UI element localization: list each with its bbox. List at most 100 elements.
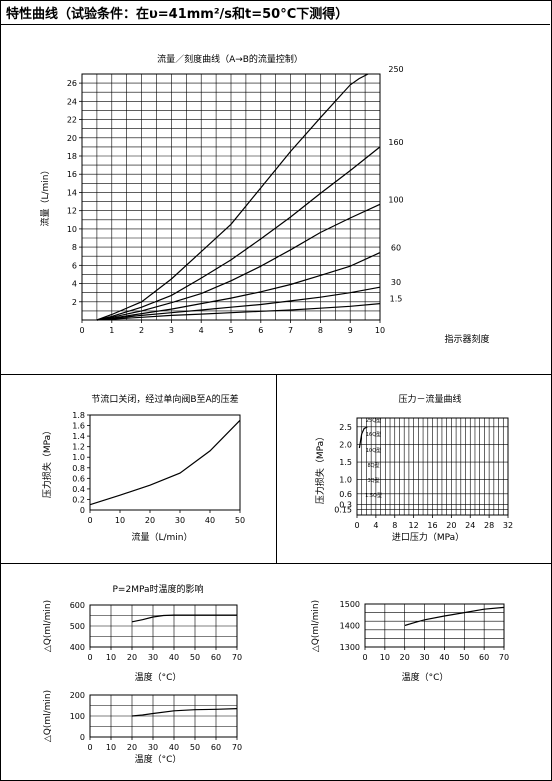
x-tick-label: 4 [199, 326, 204, 335]
plot-frame [364, 603, 505, 648]
y-tick-label: 1.5 [339, 458, 352, 467]
x-tick-label: 20 [145, 516, 155, 525]
x-tick-label: 20 [127, 653, 137, 662]
y-tick-label: 1500 [340, 600, 360, 609]
valve-size-label: 3Q型 [367, 477, 379, 484]
y-tick-label: 6 [72, 261, 77, 270]
divider-h2 [0, 563, 551, 564]
x-tick-label: 30 [148, 743, 158, 752]
series-line [89, 419, 241, 506]
x-tick-label: 20 [446, 521, 456, 530]
x-tick-label: 24 [465, 521, 475, 530]
y-tick-label: 400 [70, 643, 85, 652]
x-tick-label: 12 [409, 521, 419, 530]
series-line [96, 73, 369, 321]
y-axis-label: △Q(ml/min) [43, 690, 53, 742]
valve-size-label: 16Q型 [366, 431, 381, 438]
y-tick-label: 0.4 [72, 485, 85, 494]
x-tick-label: 60 [479, 653, 489, 662]
x-tick-label: 30 [175, 516, 185, 525]
series-line [96, 252, 381, 321]
y-axis-label: 压力损失（MPa） [41, 426, 53, 498]
y-tick-label: 1.0 [339, 476, 352, 485]
y-tick-label: 12 [67, 207, 77, 216]
x-tick-label: 20 [400, 653, 410, 662]
x-tick-label: 70 [232, 743, 242, 752]
series-end-label: 160 [388, 138, 403, 147]
series-line [131, 614, 237, 623]
x-tick-label: 0 [354, 521, 359, 530]
y-tick-label: 1.4 [72, 432, 85, 441]
x-tick-label: 28 [484, 521, 494, 530]
y-tick-label: 0.15 [334, 506, 352, 515]
y-tick-label: 0.2 [72, 495, 85, 504]
y-axis-label: △Q(ml/min) [311, 600, 321, 652]
series-line [131, 708, 238, 717]
valve-size-label: 1.5Q型 [365, 492, 382, 499]
chart-title: 流量／刻度曲线（A→B的流量控制） [157, 53, 303, 65]
page-title: 特性曲线（试验条件：在υ=41mm²/s和t=50°C下测得） [6, 7, 349, 22]
series-end-label: 100 [388, 195, 403, 204]
y-tick-label: 24 [67, 97, 77, 106]
x-tick-label: 0 [362, 653, 367, 662]
y-tick-label: 0 [80, 506, 85, 515]
header-bar: 特性曲线（试验条件：在υ=41mm²/s和t=50°C下测得） [0, 0, 550, 25]
x-tick-label: 40 [439, 653, 449, 662]
x-tick-label: 40 [169, 653, 179, 662]
x-tick-label: 4 [373, 521, 378, 530]
y-tick-label: 600 [70, 601, 85, 610]
x-tick-label: 9 [348, 326, 353, 335]
series-line [96, 203, 381, 321]
y-axis-label: 流量（L/min） [39, 165, 51, 226]
x-tick-label: 6 [258, 326, 263, 335]
series-line [404, 606, 505, 627]
x-tick-label: 0 [87, 653, 92, 662]
y-tick-label: 22 [67, 116, 77, 125]
x-tick-label: 5 [228, 326, 233, 335]
x-tick-label: 10 [106, 653, 116, 662]
y-tick-label: 1300 [340, 643, 360, 652]
x-tick-label: 50 [190, 743, 200, 752]
x-axis-label: 温度（°C） [402, 671, 449, 683]
x-tick-label: 16 [427, 521, 437, 530]
valve-size-label: 25Q型 [366, 417, 381, 424]
x-tick-label: 8 [392, 521, 397, 530]
x-tick-label: 40 [205, 516, 215, 525]
x-tick-label: 10 [115, 516, 125, 525]
y-tick-label: 0.6 [339, 490, 352, 499]
series-line [96, 146, 381, 321]
y-tick-label: 1400 [340, 622, 360, 631]
x-tick-label: 70 [499, 653, 509, 662]
plot-frame [89, 694, 238, 738]
y-tick-label: 0 [80, 733, 85, 742]
series-line [96, 286, 381, 321]
plot-frame [89, 604, 238, 648]
y-tick-label: 8 [72, 243, 77, 252]
x-tick-label: 1 [109, 326, 114, 335]
x-tick-label: 10 [375, 326, 385, 335]
x-tick-label: 7 [288, 326, 293, 335]
x-tick-label: 50 [190, 653, 200, 662]
x-axis-label: 流量（L/min） [131, 531, 192, 543]
y-tick-label: 1.8 [72, 411, 85, 420]
series-end-label: 250 [388, 65, 403, 74]
chart-title: P=2MPa时温度的影响 [113, 583, 204, 595]
y-tick-label: 26 [67, 79, 77, 88]
series-end-label: 1.5 [390, 295, 403, 304]
x-tick-label: 10 [106, 743, 116, 752]
series-end-label: 30 [391, 278, 401, 287]
y-tick-label: 14 [67, 188, 77, 197]
series-end-label: 60 [391, 244, 401, 253]
x-tick-label: 30 [148, 653, 158, 662]
x-tick-label: 50 [235, 516, 245, 525]
plot-frame [89, 414, 241, 511]
x-tick-label: 60 [211, 743, 221, 752]
x-tick-label: 60 [211, 653, 221, 662]
x-axis-label: 进口压力（MPa） [392, 531, 464, 543]
y-tick-label: 500 [70, 622, 85, 631]
y-tick-label: 2 [72, 298, 77, 307]
x-tick-label: 0 [79, 326, 84, 335]
x-tick-label: 20 [127, 743, 137, 752]
x-tick-label: 3 [169, 326, 174, 335]
